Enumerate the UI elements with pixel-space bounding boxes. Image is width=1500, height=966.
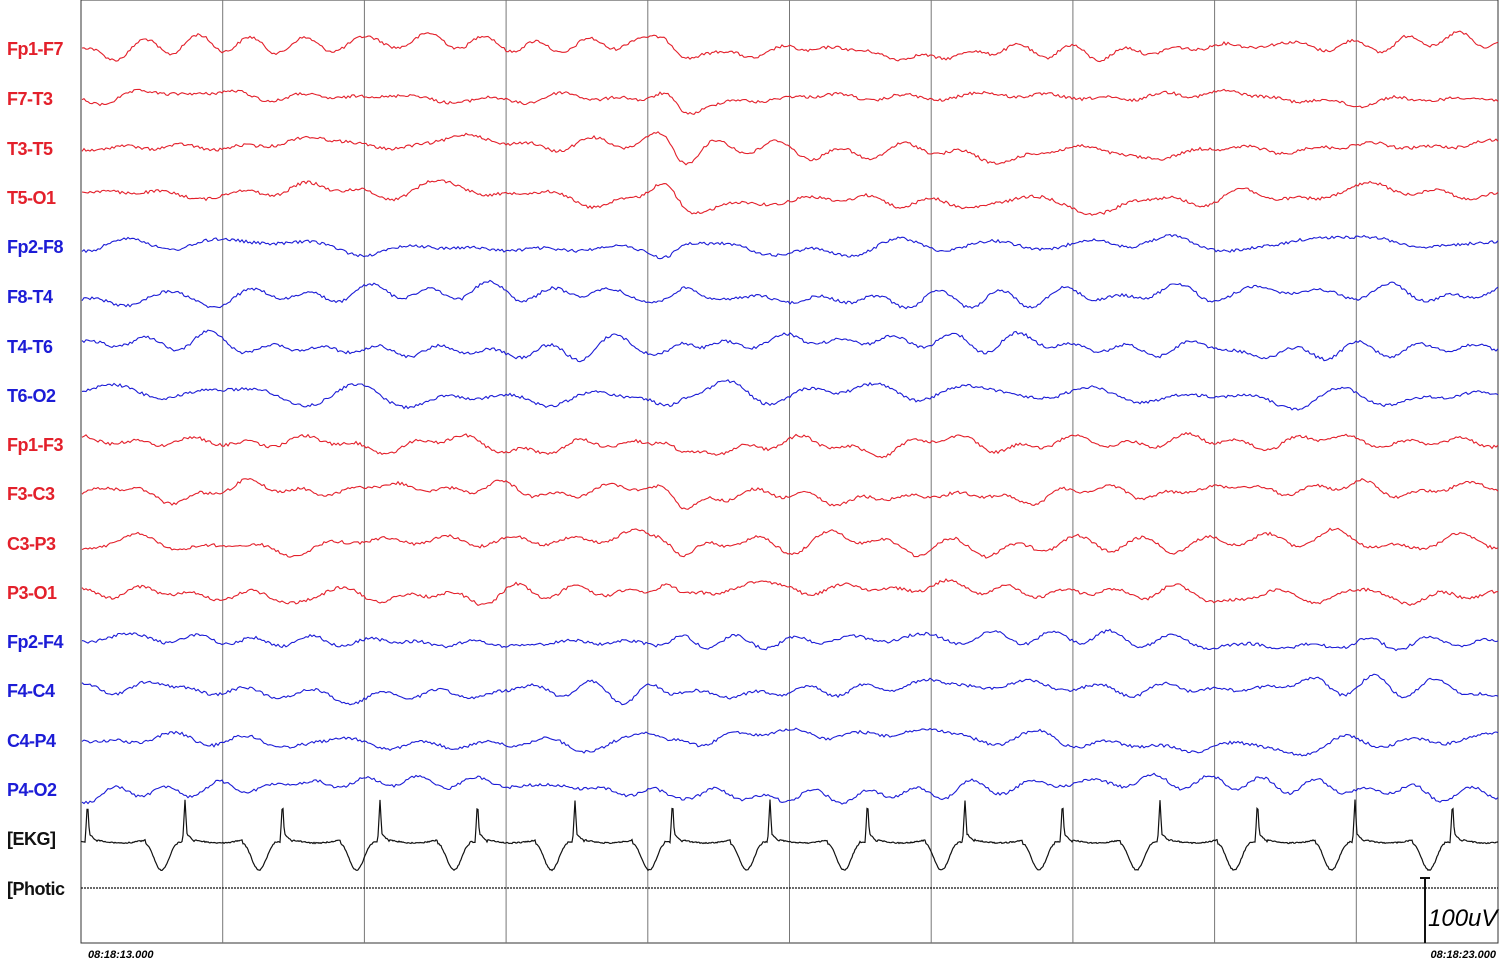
trace: [81, 628, 1499, 652]
trace: [81, 179, 1499, 216]
channel-label: F8-T4: [7, 287, 53, 307]
trace: [81, 431, 1499, 459]
channel-label: C3-P3: [7, 534, 56, 554]
channel-label: Fp2-F8: [7, 237, 63, 257]
time-grid: [222, 0, 1357, 943]
channel-label: F4-C4: [7, 681, 55, 701]
channel-label: [Photic: [7, 879, 65, 899]
trace: [81, 131, 1499, 166]
channel-label: T5-O1: [7, 188, 56, 208]
trace: [81, 478, 1499, 510]
trace: [81, 673, 1499, 706]
channel-label: [EKG]: [7, 829, 56, 849]
channel-label: Fp2-F4: [7, 632, 63, 652]
trace: [81, 30, 1499, 63]
end-time: 08:18:23.000: [1431, 949, 1497, 961]
channel-label: P4-O2: [7, 780, 57, 800]
trace: [81, 379, 1499, 411]
channel-label: C4-P4: [7, 731, 56, 751]
channel-label: F7-T3: [7, 89, 53, 109]
trace: [80, 799, 1499, 872]
trace: [81, 88, 1499, 116]
channel-labels: Fp1-F7 F7-T3 T3-T5 T5-O1 Fp2-F8 F8-T4 T4-T6 T6-…: [7, 39, 65, 899]
start-time: 08:18:13.000: [88, 949, 154, 961]
trace: [81, 578, 1499, 607]
channel-label: T3-T5: [7, 139, 53, 159]
channel-label: T6-O2: [7, 386, 56, 406]
channel-label: P3-O1: [7, 583, 57, 603]
channel-label: F3-C3: [7, 484, 55, 504]
trace: [81, 727, 1499, 757]
trace: [81, 279, 1499, 310]
channel-label: T4-T6: [7, 337, 53, 357]
trace: [81, 233, 1499, 260]
trace: [81, 772, 1499, 805]
trace: [81, 329, 1499, 363]
channel-label: Fp1-F3: [7, 435, 63, 455]
scale-label: 100uV: [1428, 905, 1499, 932]
trace: [81, 527, 1499, 559]
channel-label: Fp1-F7: [7, 39, 63, 59]
traces: [80, 30, 1499, 889]
